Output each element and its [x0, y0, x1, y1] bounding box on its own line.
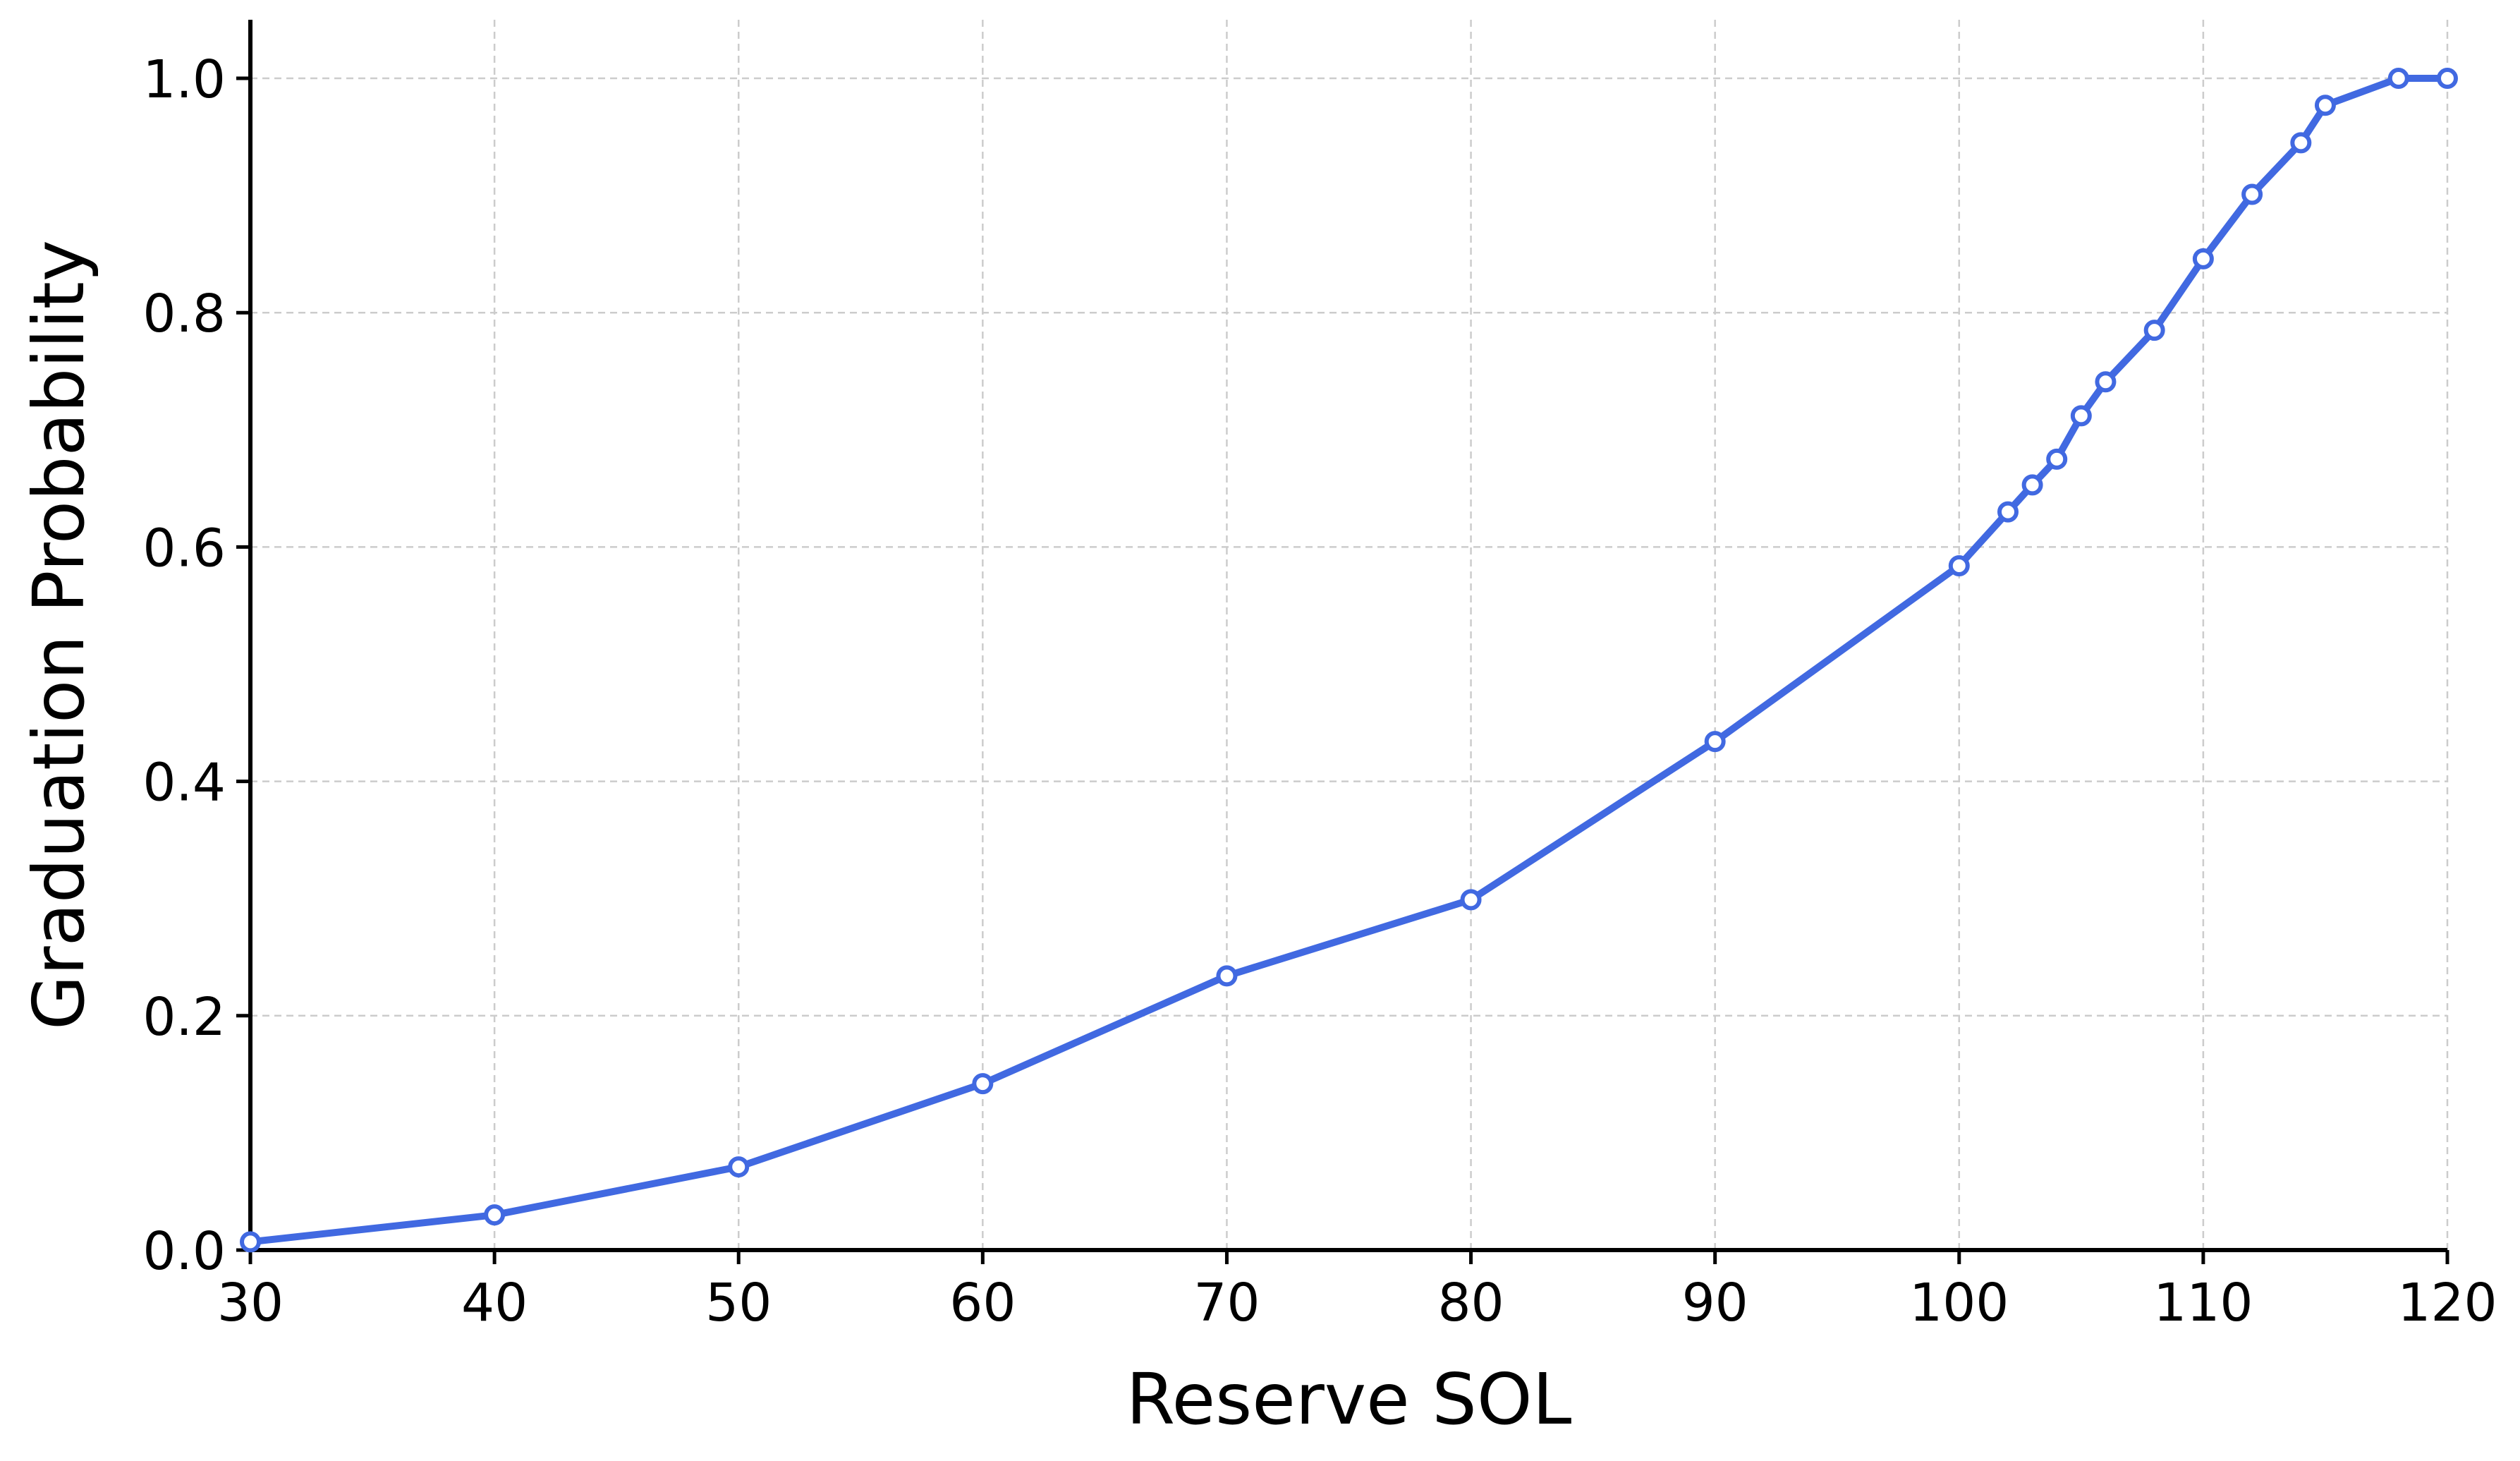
x-tick-label: 100 [1909, 1273, 2009, 1333]
series [240, 68, 2458, 1253]
y-axis-title: Graduation Probability [18, 240, 100, 1030]
data-point [1704, 731, 1726, 753]
y-tick-label: 0.6 [142, 518, 226, 578]
y-tick-label: 0.4 [142, 753, 226, 813]
y-tick-label: 0.0 [142, 1221, 226, 1282]
data-point [2046, 448, 2068, 470]
data-point [972, 1073, 994, 1095]
x-tick-label: 30 [217, 1273, 284, 1333]
data-point [1997, 501, 2019, 523]
y-tick-label: 0.2 [142, 987, 226, 1048]
x-tick-label: 50 [705, 1273, 772, 1333]
data-point [2021, 474, 2043, 496]
x-tick-label: 110 [2153, 1273, 2253, 1333]
grid-lines [249, 20, 2449, 1251]
x-axis-title: Reserve SOL [1126, 1358, 1572, 1441]
axes [248, 20, 2447, 1252]
data-point [1948, 555, 1970, 577]
y-tick-label: 0.8 [142, 284, 226, 344]
y-tick-label: 1.0 [142, 49, 226, 110]
x-tick-label: 80 [1437, 1273, 1504, 1333]
data-point [2290, 132, 2312, 154]
data-point [2241, 183, 2263, 205]
data-point [2070, 405, 2092, 427]
data-point [1460, 889, 1482, 911]
data-point [2143, 320, 2165, 341]
x-tick-label: 60 [949, 1273, 1016, 1333]
data-point [2387, 68, 2409, 90]
data-point [2437, 68, 2458, 90]
data-point [1216, 965, 1238, 987]
data-point [240, 1231, 261, 1253]
data-point [2314, 95, 2336, 116]
x-tick-label: 40 [461, 1273, 528, 1333]
series-line [247, 75, 2451, 1246]
data-point [728, 1156, 750, 1178]
x-tick-label: 120 [2397, 1273, 2497, 1333]
data-point [484, 1204, 506, 1226]
data-point [2192, 248, 2214, 269]
x-tick-label: 90 [1682, 1273, 1748, 1333]
ticks: 30 40 50 60 70 80 90 100 110 120 0.0 0.2 0.4 0.6 0.8 1.… [142, 49, 2497, 1333]
x-tick-label: 70 [1193, 1273, 1260, 1333]
data-point [2095, 371, 2117, 393]
